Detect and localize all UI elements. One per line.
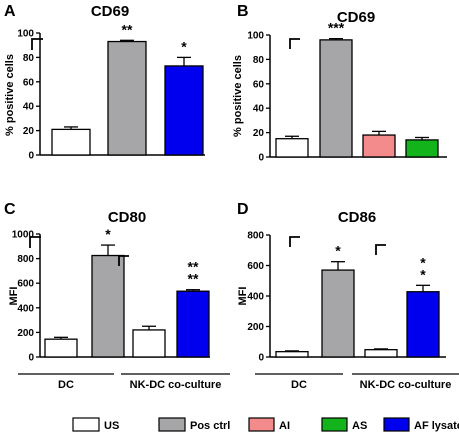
significance-marker: *** [328, 20, 345, 36]
panel-label: A [4, 3, 16, 20]
bar [164, 65, 204, 156]
panel-label: D [237, 201, 249, 218]
legend-swatch [72, 417, 100, 432]
legend-swatch [383, 417, 410, 432]
comparison-bracket [289, 236, 300, 247]
bar [275, 138, 309, 158]
y-tick-label: 1000 [12, 230, 35, 241]
y-tick-label: 0 [28, 353, 34, 364]
y-tick-label: 200 [247, 322, 264, 333]
y-axis-label: MFI [8, 287, 20, 306]
bar [44, 338, 78, 358]
bar [364, 349, 398, 358]
y-tick-label: 60 [23, 77, 35, 88]
bar [176, 290, 210, 358]
legend: US Pos ctrl AI AS AF lysate [72, 417, 459, 432]
bar [132, 329, 166, 358]
comparison-bracket [289, 38, 300, 49]
y-tick-label: 60 [253, 79, 265, 90]
significance-marker: * [105, 226, 111, 242]
legend-label: AI [279, 420, 290, 432]
group-label: NK-DC co-culture [130, 379, 222, 391]
significance-marker: * [420, 254, 426, 270]
comparison-bracket [118, 255, 129, 266]
legend-swatch [158, 417, 186, 432]
chart-panel-b: B CD69 % positive cells 0 20 40 60 80 100 *** [232, 3, 447, 164]
group-label: NK-DC co-culture [360, 379, 452, 391]
significance-marker: ** [122, 21, 133, 37]
legend-label: US [104, 420, 119, 432]
y-tick-label: 20 [253, 128, 265, 139]
legend-label: Pos ctrl [190, 420, 230, 432]
legend-label: AS [352, 420, 367, 432]
group-label: DC [58, 379, 74, 391]
significance-marker: * [420, 266, 426, 282]
bar [406, 291, 440, 358]
panel-label: B [237, 3, 249, 20]
bar [321, 269, 355, 358]
chart-title: CD80 [108, 209, 146, 226]
y-axis-label: % positive cells [4, 54, 16, 136]
y-tick-label: 20 [23, 126, 35, 137]
y-tick-label: 100 [17, 29, 34, 40]
y-tick-label: 0 [258, 353, 264, 364]
bar [405, 139, 439, 158]
bar [51, 128, 91, 156]
bar [275, 351, 309, 358]
chart-title: CD69 [91, 3, 129, 20]
significance-marker: ** [188, 259, 199, 275]
y-tick-label: 0 [258, 153, 264, 164]
y-tick-label: 40 [23, 102, 35, 113]
y-axis-label: % positive cells [232, 55, 244, 137]
y-tick-label: 800 [17, 254, 34, 265]
comparison-bracket [375, 244, 386, 255]
y-tick-label: 80 [23, 53, 35, 64]
significance-marker: * [335, 243, 341, 259]
y-axis-label: MFI [237, 287, 249, 306]
chart-title: CD69 [337, 9, 375, 26]
significance-marker: * [181, 38, 187, 54]
significance-marker: ** [188, 271, 199, 287]
comparison-bracket [29, 236, 41, 248]
y-tick-label: 40 [253, 104, 265, 115]
chart-title: CD86 [338, 209, 376, 226]
legend-label: AF lysate [414, 420, 459, 432]
y-tick-label: 600 [247, 261, 264, 272]
group-label: DC [291, 379, 307, 391]
y-tick-label: 100 [247, 31, 264, 42]
y-tick-label: 0 [28, 151, 34, 162]
bar [107, 40, 147, 156]
y-tick-label: 800 [247, 231, 264, 242]
bar [362, 134, 396, 158]
bar [91, 254, 125, 358]
y-tick-label: 200 [17, 328, 34, 339]
comparison-bracket [31, 38, 43, 50]
panel-label: C [4, 201, 16, 218]
y-tick-label: 600 [17, 279, 34, 290]
y-tick-label: 400 [17, 303, 34, 314]
y-tick-label: 400 [247, 292, 264, 303]
legend-swatch [248, 417, 275, 432]
legend-swatch [321, 417, 348, 432]
y-tick-label: 80 [253, 55, 265, 66]
bar [319, 39, 353, 158]
